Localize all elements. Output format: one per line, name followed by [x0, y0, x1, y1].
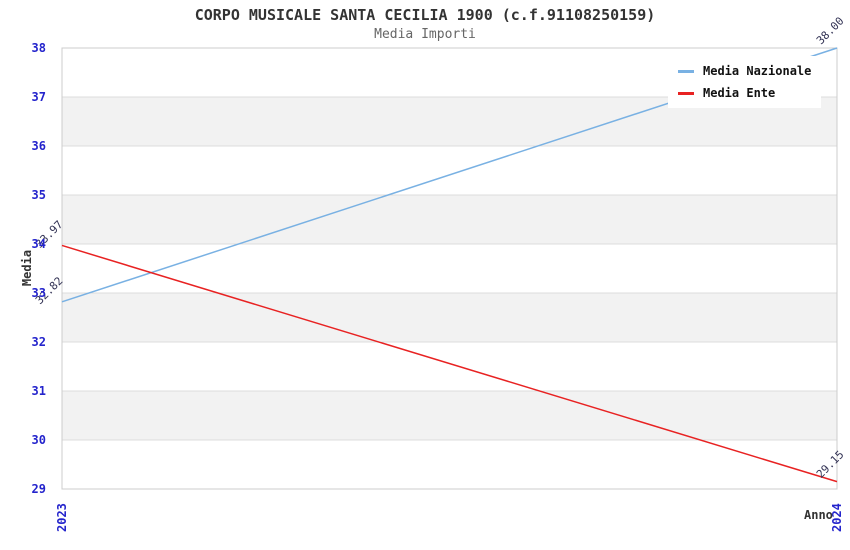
plot-band: [62, 146, 837, 195]
y-tick-label: 33: [32, 286, 46, 300]
plot-band: [62, 244, 837, 293]
series-line-media-ente: [61, 244, 838, 483]
chart-legend: Media Nazionale Media Ente: [668, 56, 822, 108]
x-tick-label: 2023: [55, 503, 69, 532]
plot-band: [62, 195, 837, 244]
y-tick-label: 29: [32, 482, 46, 496]
legend-swatch-icon: [678, 69, 694, 73]
y-tick-label: 31: [32, 384, 46, 398]
legend-label: Media Ente: [703, 86, 776, 100]
y-tick-label: 32: [32, 335, 46, 349]
y-axis-label: Media: [20, 249, 35, 287]
plot-band: [62, 342, 837, 391]
y-tick-label: 38: [32, 41, 46, 55]
y-tick-label: 37: [32, 90, 46, 104]
legend-item-media-ente: Media Ente: [678, 86, 811, 100]
x-tick-label: 2024: [830, 503, 844, 532]
y-tick-label: 36: [32, 139, 46, 153]
plot-border: [61, 47, 838, 490]
data-point-label: 38.00: [814, 15, 847, 48]
plot-band: [62, 391, 837, 440]
y-tick-label: 34: [32, 237, 46, 251]
plot-band: [62, 293, 837, 342]
y-tick-label: 30: [32, 433, 46, 447]
x-axis-label: Anno: [804, 508, 833, 522]
legend-label: Media Nazionale: [703, 64, 812, 78]
plot-band: [62, 440, 837, 489]
chart-title: CORPO MUSICALE SANTA CECILIA 1900 (c.f.9…: [194, 6, 656, 24]
legend-item-media-nazionale: Media Nazionale: [678, 64, 811, 78]
chart-subtitle: Media Importi: [374, 27, 476, 42]
y-tick-label: 35: [32, 188, 46, 202]
legend-swatch-icon: [678, 91, 694, 95]
